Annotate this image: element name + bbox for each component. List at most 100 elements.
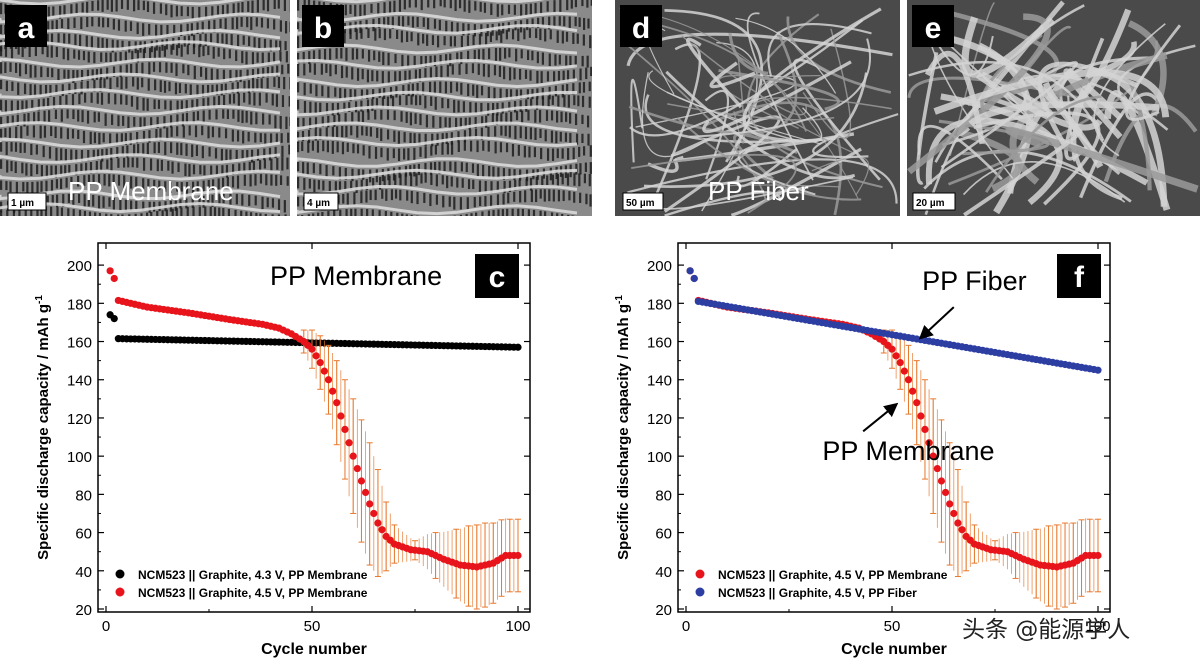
pore [63, 5, 66, 16]
pore [110, 147, 113, 161]
pore [215, 109, 218, 120]
fiber [702, 60, 852, 134]
pore [198, 206, 201, 216]
pore [361, 68, 364, 80]
pore [534, 189, 538, 203]
pore [90, 36, 94, 50]
pore [367, 110, 370, 120]
pore [125, 64, 128, 74]
pore [115, 0, 118, 12]
pore [543, 211, 547, 216]
pore [306, 162, 309, 175]
pore [80, 81, 83, 95]
pore [398, 71, 401, 84]
pore [199, 165, 202, 175]
pore [383, 28, 387, 41]
x-axis-label: Cycle number [841, 641, 947, 658]
pore [212, 179, 215, 190]
pore [152, 2, 156, 14]
pore [279, 40, 282, 52]
pore [270, 158, 273, 171]
fibril-band [297, 168, 578, 180]
pore [334, 64, 337, 75]
data-point [946, 500, 954, 508]
pore [427, 0, 430, 8]
pore [558, 16, 561, 26]
pore [142, 97, 145, 111]
pore [391, 16, 394, 29]
pore [100, 52, 103, 62]
pore [0, 46, 3, 57]
pore [175, 44, 179, 56]
pore [387, 168, 390, 181]
pore [345, 209, 348, 216]
pore [469, 140, 473, 152]
pore [198, 45, 201, 58]
pore [26, 182, 29, 196]
pore [414, 69, 417, 80]
panel-caption: PP Fiber [708, 176, 809, 206]
pore [152, 62, 156, 72]
fiber [685, 37, 743, 109]
pore [160, 159, 163, 171]
pore [103, 174, 106, 186]
pore [0, 79, 3, 90]
pore [223, 48, 226, 60]
pore [83, 210, 87, 216]
pore [75, 3, 78, 15]
pore [505, 112, 508, 124]
pore [97, 174, 101, 186]
pore [589, 145, 592, 157]
pore [150, 211, 153, 216]
pore [544, 28, 547, 42]
pore [520, 49, 523, 59]
pore [508, 125, 511, 138]
pore [492, 166, 495, 179]
pore [457, 131, 460, 143]
pore [229, 193, 232, 205]
pore [559, 131, 562, 142]
pore [458, 0, 462, 9]
pore [23, 143, 26, 153]
pore [249, 174, 252, 187]
pore [217, 95, 221, 106]
pore [312, 50, 316, 62]
pore [207, 126, 210, 139]
pore [165, 4, 168, 16]
pore [356, 144, 360, 154]
pore [133, 144, 136, 157]
pore [67, 48, 70, 61]
pore [534, 128, 537, 140]
pore [10, 160, 13, 172]
pore [285, 116, 288, 130]
pore [248, 36, 251, 47]
pore [548, 53, 551, 67]
pore [245, 51, 248, 65]
pore [275, 40, 278, 50]
pore [270, 174, 273, 186]
pore [16, 100, 19, 114]
pore [85, 35, 88, 49]
pore [465, 162, 468, 173]
pore [339, 209, 342, 216]
pore [14, 62, 18, 73]
pore [225, 149, 228, 162]
pore [276, 65, 279, 77]
pore [175, 208, 178, 216]
pore [108, 197, 111, 207]
pore [382, 52, 385, 65]
pore [407, 148, 410, 161]
pore [121, 40, 124, 51]
pore [202, 110, 205, 123]
pore [317, 180, 320, 190]
chart-letter: f [1074, 261, 1085, 294]
pore [309, 101, 312, 114]
fiber [666, 91, 823, 143]
pore [445, 54, 448, 64]
pore [344, 4, 347, 16]
pore [349, 89, 352, 102]
pore [240, 17, 243, 27]
pore [492, 209, 495, 216]
pore [56, 207, 59, 216]
pore [56, 194, 59, 208]
